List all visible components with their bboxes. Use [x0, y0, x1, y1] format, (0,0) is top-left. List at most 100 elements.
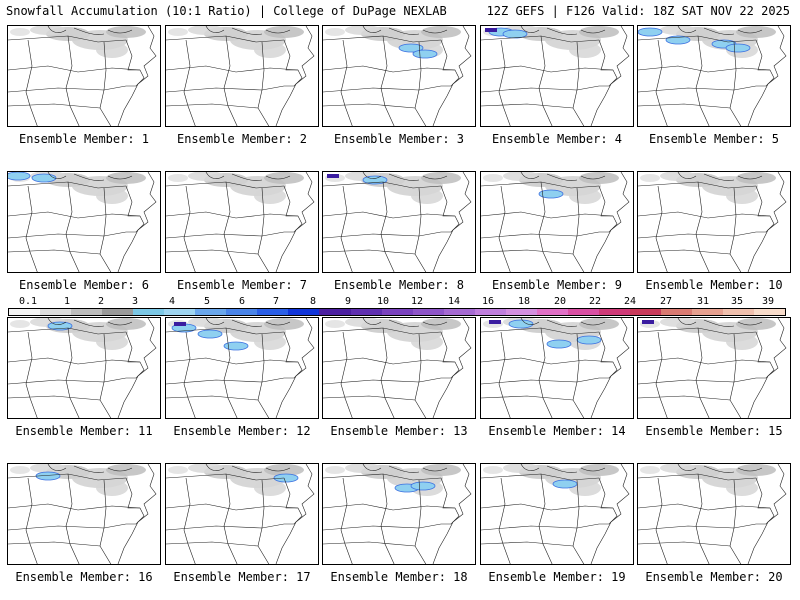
ensemble-member-map [637, 463, 791, 565]
map-boundary-line [47, 172, 67, 179]
ensemble-member-map [480, 317, 634, 419]
ensemble-member-label: Ensemble Member: 8 [333, 278, 465, 292]
map-boundary-line [695, 473, 710, 564]
map-boundary-line [340, 185, 353, 272]
colorbar-swatch [350, 309, 382, 315]
snowfall-patch-heavy [174, 322, 186, 326]
map-boundary-line [481, 395, 574, 401]
colorbar-swatch [412, 309, 444, 315]
map-boundary-line [572, 187, 585, 272]
map-boundary-line [73, 173, 105, 181]
map-boundary-line [729, 41, 742, 126]
map-boundary-line [166, 65, 299, 73]
map-boundary-line [422, 29, 448, 34]
map-boundary-line [275, 318, 315, 418]
snowfall-patch-moderate [223, 341, 249, 351]
map-boundary-line [590, 318, 630, 418]
map-boundary-line [25, 185, 38, 272]
colorbar-swatch [9, 309, 41, 315]
map-boundary-line [183, 185, 196, 272]
map-boundary-line [380, 473, 395, 564]
ensemble-member-label: Ensemble Member: 1 [18, 132, 150, 146]
map-boundary-line [166, 181, 285, 189]
map-boundary-line [8, 395, 101, 401]
ensemble-member-map [7, 463, 161, 565]
map-boundary-line [598, 331, 618, 379]
map-boundary-line [422, 321, 448, 326]
colorbar-swatch [164, 309, 196, 315]
map-boundary-line [747, 464, 787, 564]
snowfall-patch-light [96, 480, 128, 496]
map-boundary-line [65, 181, 80, 272]
snowfall-patch-light [96, 188, 128, 204]
ensemble-member-map [480, 25, 634, 127]
map-boundary-line [755, 185, 775, 233]
snowfall-patch-light [569, 42, 601, 58]
map-boundary-line [166, 523, 285, 531]
colorbar-swatch [288, 309, 320, 315]
map-boundary-line [422, 175, 448, 180]
map-boundary-line [323, 211, 456, 219]
snowfall-patch-moderate [8, 172, 31, 181]
colorbar-swatch [71, 309, 103, 315]
snowfall-patch-light [10, 466, 30, 474]
map-boundary-line [380, 181, 395, 272]
map-boundary-line [520, 26, 540, 33]
map-boundary-line [638, 395, 731, 401]
map-boundary-line [117, 464, 157, 564]
map-boundary-line [703, 27, 735, 35]
map-boundary-line [8, 103, 101, 109]
map-boundary-line [380, 35, 395, 126]
map-boundary-line [737, 321, 763, 326]
colorbar-swatch [195, 309, 227, 315]
map-boundary-line [481, 327, 600, 335]
map-boundary-line [65, 473, 80, 564]
map-boundary-line [440, 185, 460, 233]
map-boundary-line [695, 181, 710, 272]
map-boundary-line [323, 523, 442, 531]
map-boundary-line [388, 27, 420, 35]
map-boundary-line [107, 175, 133, 180]
snowfall-patch-light [640, 174, 660, 182]
map-boundary-line [598, 39, 618, 87]
ensemble-member-map [7, 171, 161, 273]
map-boundary-line [432, 464, 472, 564]
map-boundary-line [432, 172, 472, 272]
ensemble-member-map [7, 25, 161, 127]
colorbar-swatch [226, 309, 258, 315]
map-boundary-line [481, 85, 600, 93]
snowfall-patch-moderate [538, 189, 564, 199]
map-boundary-line [638, 523, 757, 531]
map-boundary-line [183, 39, 196, 126]
map-boundary-line [481, 249, 574, 255]
map-boundary-line [25, 331, 38, 418]
map-boundary-line [65, 327, 80, 418]
colorbar-swatch [660, 309, 693, 315]
map-boundary-line [231, 319, 263, 327]
map-boundary-line [323, 473, 442, 481]
ensemble-member-label: Ensemble Member: 17 [173, 570, 311, 584]
map-boundary-line [323, 231, 442, 239]
snowfall-patch-heavy [327, 174, 339, 178]
snowfall-patch-light [411, 188, 443, 204]
map-boundary-line [223, 473, 238, 564]
map-boundary-line [323, 103, 416, 109]
ensemble-member-label: Ensemble Member: 6 [18, 278, 150, 292]
map-boundary-line [166, 249, 259, 255]
map-boundary-line [183, 331, 196, 418]
map-boundary-line [166, 327, 285, 335]
colorbar-tick-label: 5 [203, 296, 211, 307]
snowfall-patch-moderate [552, 479, 578, 489]
map-boundary-line [638, 85, 757, 93]
run-valid-time: 12Z GEFS | F126 Valid: 18Z SAT NOV 22 20… [486, 4, 790, 18]
map-boundary-line [414, 479, 427, 564]
map-boundary-line [265, 29, 291, 34]
snowfall-patch-moderate [576, 335, 602, 345]
colorbar-tick-label: 16 [481, 296, 495, 307]
colorbar-tick-label: 10 [376, 296, 390, 307]
map-boundary-line [107, 321, 133, 326]
map-boundary-line [498, 185, 511, 272]
ensemble-member-label: Ensemble Member: 5 [648, 132, 780, 146]
map-boundary-line [414, 41, 427, 126]
map-boundary-line [638, 473, 757, 481]
